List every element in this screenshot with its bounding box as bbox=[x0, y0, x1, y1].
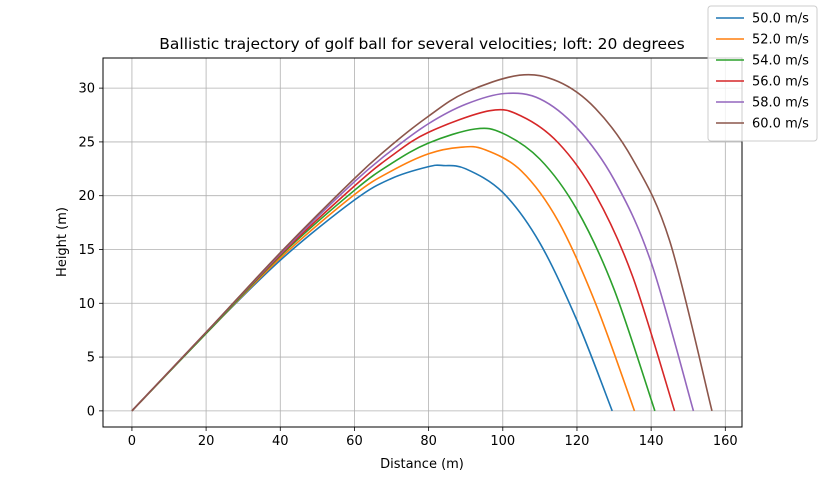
x-tick-label: 60 bbox=[346, 434, 363, 449]
series-line-6 bbox=[131, 73, 713, 412]
plot-frame bbox=[102, 57, 743, 428]
x-tick-label: 100 bbox=[490, 434, 515, 449]
grid bbox=[103, 58, 742, 427]
y-axis-label: Height (m) bbox=[55, 207, 70, 277]
legend-label-3: 54.0 m/s bbox=[752, 54, 809, 69]
x-tick-label: 160 bbox=[713, 434, 738, 449]
chart-title: Ballistic trajectory of golf ball for se… bbox=[159, 35, 684, 53]
legend-label-5: 58.0 m/s bbox=[752, 96, 809, 111]
x-tick-label: 20 bbox=[198, 434, 215, 449]
y-tick-label: 25 bbox=[78, 135, 95, 150]
x-tick-label: 40 bbox=[272, 434, 289, 449]
legend-label-6: 60.0 m/s bbox=[752, 117, 809, 132]
y-tick-label: 15 bbox=[78, 243, 95, 258]
legend-label-1: 50.0 m/s bbox=[752, 12, 809, 27]
y-tick-label: 20 bbox=[78, 189, 95, 204]
y-tick-label: 0 bbox=[87, 404, 95, 419]
x-axis-label: Distance (m) bbox=[380, 457, 464, 472]
y-tick-label: 10 bbox=[78, 297, 95, 312]
x-tick-label: 80 bbox=[420, 434, 437, 449]
axis-ticks: 0 20 40 60 80 100 120 140 160 0 5 10 15 20 25 30 bbox=[78, 82, 737, 449]
legend-label-4: 56.0 m/s bbox=[752, 75, 809, 90]
x-tick-label: 120 bbox=[565, 434, 590, 449]
series-lines bbox=[131, 73, 713, 412]
legend: 50.0 m/s 52.0 m/s 54.0 m/s 56.0 m/s 58.0 m/s… bbox=[707, 5, 818, 142]
y-tick-label: 5 bbox=[87, 351, 95, 366]
x-tick-label: 140 bbox=[639, 434, 664, 449]
x-tick-label: 0 bbox=[128, 434, 136, 449]
y-tick-label: 30 bbox=[78, 82, 95, 97]
legend-label-2: 52.0 m/s bbox=[752, 33, 809, 48]
